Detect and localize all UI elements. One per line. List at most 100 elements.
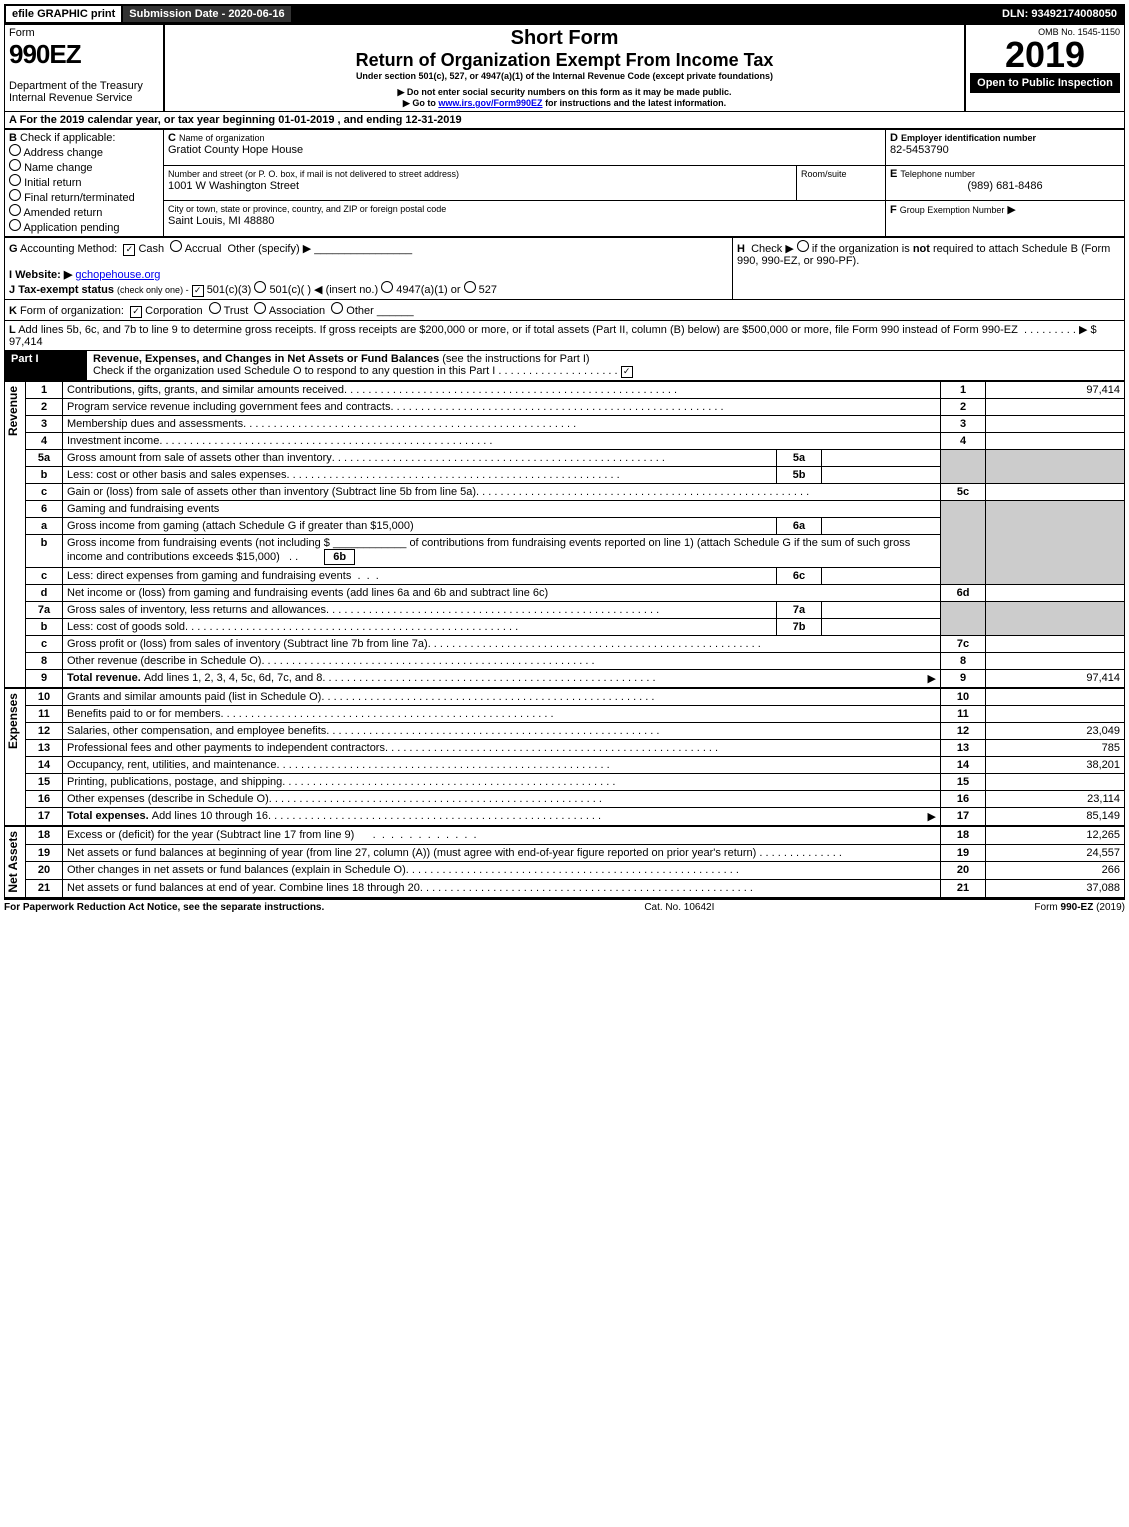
- part-i-hint: (see the instructions for Part I): [442, 353, 589, 365]
- line-15-num: 15: [26, 774, 63, 791]
- initial-return-radio[interactable]: [9, 174, 21, 186]
- line-3-amount: [986, 416, 1125, 433]
- association-label: Association: [269, 305, 325, 317]
- paperwork-notice: For Paperwork Reduction Act Notice, see …: [4, 902, 324, 913]
- line-6a-num: a: [26, 518, 63, 535]
- net-assets-section-label: Net Assets: [5, 827, 21, 897]
- line-5a-num: 5a: [26, 450, 63, 467]
- 527-radio[interactable]: [464, 281, 476, 293]
- final-return-radio[interactable]: [9, 189, 21, 201]
- efile-print-button[interactable]: efile GRAPHIC print: [6, 6, 123, 22]
- footer-form-post: (2019): [1096, 902, 1125, 913]
- room-suite-label: Room/suite: [801, 169, 847, 179]
- line-l-text: Add lines 5b, 6c, and 7b to line 9 to de…: [18, 324, 1018, 336]
- line-5c-text: Gain or (loss) from sale of assets other…: [67, 486, 476, 498]
- address-change-label: Address change: [23, 147, 103, 159]
- line-5c-amount: [986, 484, 1125, 501]
- line-7b-mid-amount: [822, 619, 941, 636]
- line-6-text: Gaming and fundraising events: [67, 503, 219, 515]
- line-6c-text: Less: direct expenses from gaming and fu…: [67, 570, 351, 582]
- accrual-radio[interactable]: [170, 240, 182, 252]
- tax-exempt-label: Tax-exempt status: [18, 284, 114, 296]
- line-13-text: Professional fees and other payments to …: [67, 742, 385, 754]
- form-number: 990EZ: [9, 39, 81, 69]
- line-9-bold: Total revenue.: [67, 672, 141, 685]
- line-13-amount: 785: [986, 740, 1125, 757]
- line-3-text: Membership dues and assessments: [67, 418, 243, 430]
- top-bar: efile GRAPHIC print Submission Date - 20…: [4, 4, 1125, 24]
- line-16-rn: 16: [941, 791, 986, 808]
- cash-checkbox[interactable]: ✓: [123, 244, 135, 256]
- line-18-num: 18: [26, 826, 63, 844]
- initial-return-label: Initial return: [24, 177, 81, 189]
- line-21-num: 21: [26, 879, 63, 897]
- amended-return-label: Amended return: [23, 207, 102, 219]
- line-19-amount: 24,557: [986, 844, 1125, 862]
- dln-label: DLN: 93492174008050: [996, 6, 1123, 22]
- group-exemption-arrow: ▶: [1007, 204, 1015, 216]
- association-radio[interactable]: [254, 302, 266, 314]
- line-1-rn: 1: [941, 382, 986, 399]
- tax-year: 2019: [970, 37, 1120, 73]
- line-11-rn: 11: [941, 706, 986, 723]
- line-6d-num: d: [26, 585, 63, 602]
- line-18-text: Excess or (deficit) for the year (Subtra…: [67, 829, 354, 841]
- line-1-num: 1: [26, 382, 63, 399]
- line-14-amount: 38,201: [986, 757, 1125, 774]
- application-pending-label: Application pending: [23, 222, 119, 234]
- box-h-label: H: [737, 243, 745, 255]
- 4947-label: 4947(a)(1) or: [396, 284, 460, 296]
- line-14-rn: 14: [941, 757, 986, 774]
- line-3-num: 3: [26, 416, 63, 433]
- line-5a-mid-amount: [822, 450, 941, 467]
- check-if-applicable: Check if applicable:: [20, 132, 115, 144]
- 501c-radio[interactable]: [254, 281, 266, 293]
- line-6c-mid-amount: [822, 568, 941, 585]
- line-8-num: 8: [26, 653, 63, 670]
- schedule-o-checkbox[interactable]: ✓: [621, 366, 633, 378]
- tax-period-line: A For the 2019 calendar year, or tax yea…: [4, 112, 1125, 129]
- name-change-radio[interactable]: [9, 159, 21, 171]
- submission-date-chip: Submission Date - 2020-06-16: [123, 6, 292, 22]
- corporation-checkbox[interactable]: ✓: [130, 306, 142, 318]
- corporation-label: Corporation: [145, 305, 202, 317]
- line-10-rn: 10: [941, 688, 986, 706]
- part-i-title: Revenue, Expenses, and Changes in Net As…: [93, 353, 439, 365]
- box-j-label: J: [9, 284, 15, 296]
- dept-label: Department of the Treasury: [9, 80, 159, 92]
- line-6d-text: Net income or (loss) from gaming and fun…: [67, 587, 548, 599]
- website-link[interactable]: gchopehouse.org: [75, 269, 160, 281]
- line-4-text: Investment income: [67, 435, 159, 447]
- org-name-label: Name of organization: [179, 133, 265, 143]
- box-i-label: I: [9, 269, 12, 281]
- other-org-radio[interactable]: [331, 302, 343, 314]
- line-5b-num: b: [26, 467, 63, 484]
- 4947-radio[interactable]: [381, 281, 393, 293]
- application-pending-radio[interactable]: [9, 219, 21, 231]
- check-only-one: (check only one) -: [117, 285, 189, 295]
- accounting-method-label: Accounting Method:: [20, 243, 117, 255]
- footer-form-bold: 990-EZ: [1061, 902, 1094, 913]
- line-9-rn: 9: [941, 670, 986, 689]
- amended-return-radio[interactable]: [9, 204, 21, 216]
- address-change-radio[interactable]: [9, 144, 21, 156]
- org-name: Gratiot County Hope House: [168, 144, 303, 156]
- line-6b-num: b: [26, 535, 63, 568]
- group-exemption-label: Group Exemption Number: [900, 205, 1005, 215]
- part-i-label: Part I: [5, 351, 87, 380]
- line-12-text: Salaries, other compensation, and employ…: [67, 725, 326, 737]
- line-20-rn: 20: [941, 862, 986, 880]
- line-2-num: 2: [26, 399, 63, 416]
- tax-period-text: For the 2019 calendar year, or tax year …: [20, 114, 462, 126]
- 501c3-checkbox[interactable]: ✓: [192, 285, 204, 297]
- line-14-text: Occupancy, rent, utilities, and maintena…: [67, 759, 277, 771]
- line-17-bold: Total expenses.: [67, 810, 149, 823]
- line-16-amount: 23,114: [986, 791, 1125, 808]
- irs-link[interactable]: www.irs.gov/Form990EZ: [438, 98, 542, 108]
- line-9-num: 9: [26, 670, 63, 689]
- h-rest: if the organization is: [812, 243, 910, 255]
- trust-radio[interactable]: [209, 302, 221, 314]
- schedule-b-not-required-radio[interactable]: [797, 240, 809, 252]
- expenses-section-label: Expenses: [5, 689, 21, 753]
- line-16-num: 16: [26, 791, 63, 808]
